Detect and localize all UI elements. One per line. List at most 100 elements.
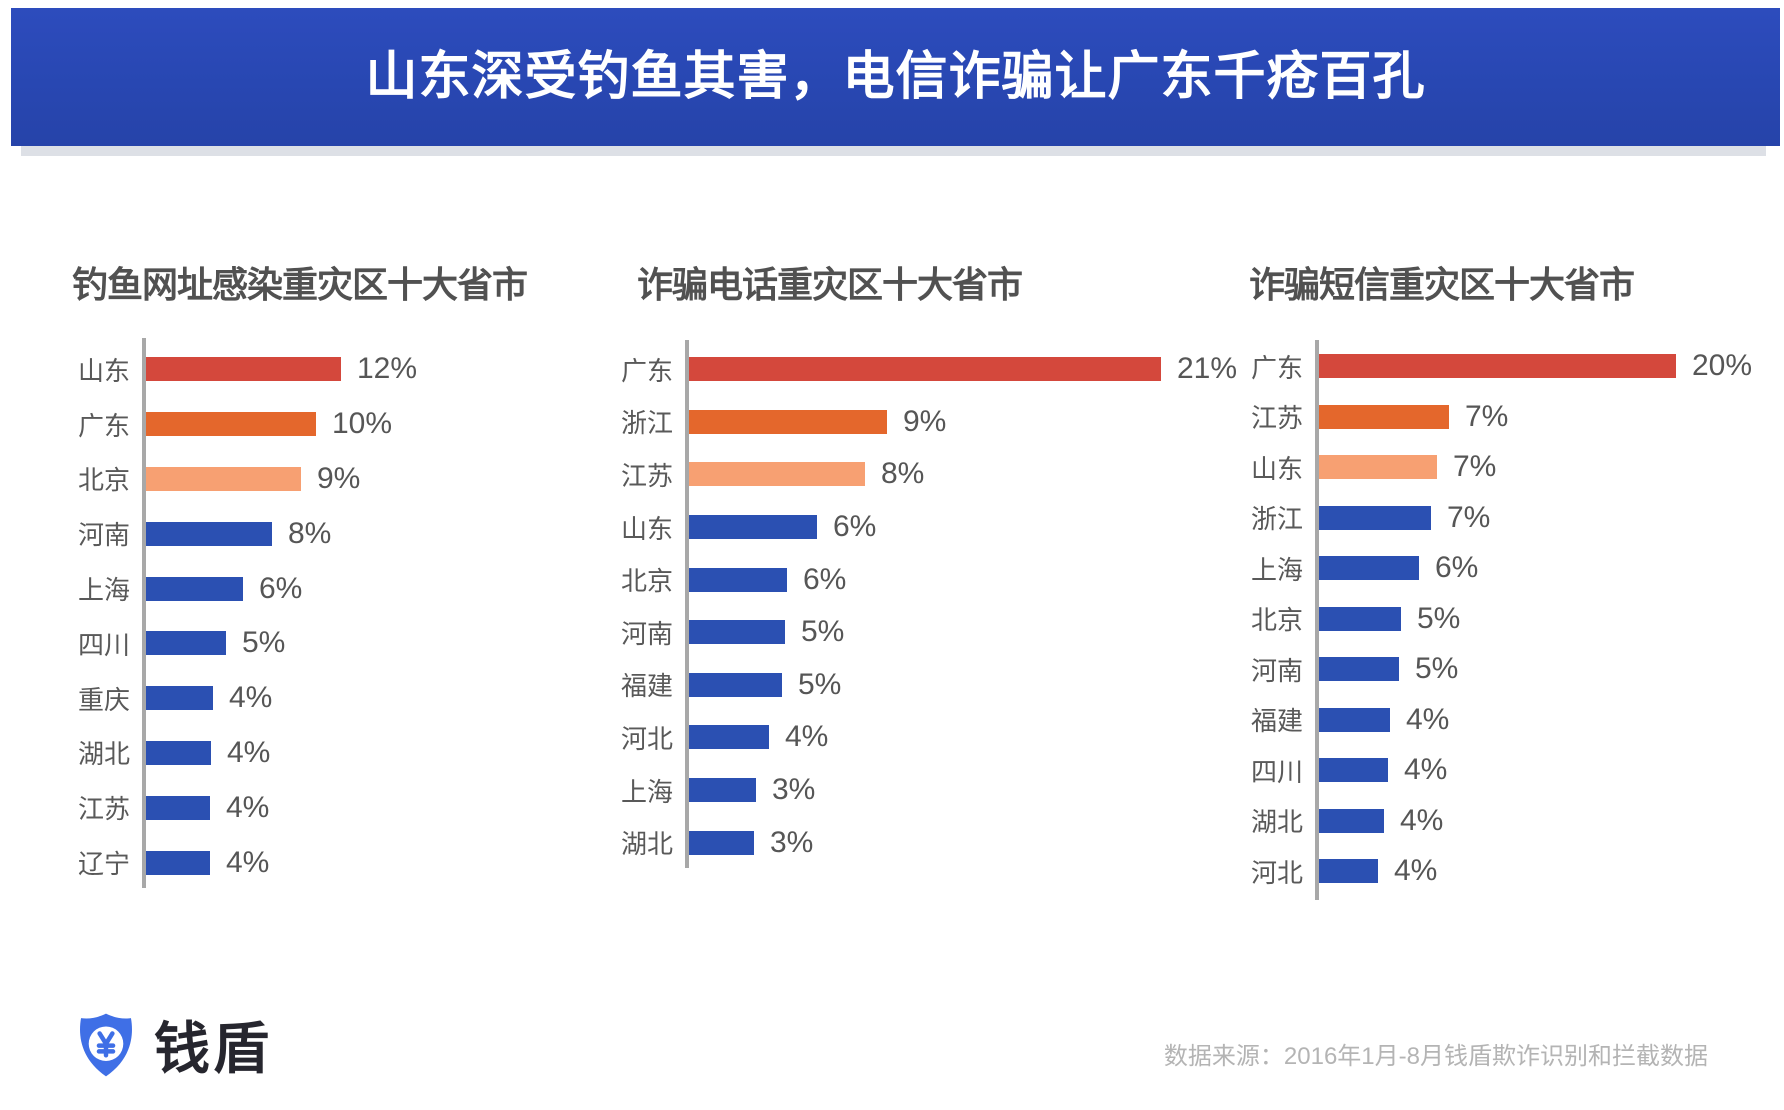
category-label: 上海 (77, 575, 130, 606)
bar-row: 河南 5% (603, 606, 1237, 659)
bar-row: 江苏 7% (1233, 392, 1752, 443)
category-label: 山东 (1250, 453, 1303, 484)
value-label: 6% (259, 571, 303, 605)
category-label: 上海 (1250, 554, 1303, 585)
value-label: 9% (903, 404, 947, 438)
bar (1319, 404, 1449, 429)
bar-row: 北京 5% (1233, 594, 1752, 645)
bar-row: 四川 5% (60, 616, 417, 671)
bar-row: 湖北 3% (603, 816, 1237, 869)
bar-row: 湖北 4% (1233, 796, 1752, 847)
chart-sms-bars: 广东 20% 江苏 7% 山东 7% 浙江 7% 上海 6% 北京 5% 河南 5% 福建 4%… (1233, 341, 1752, 897)
bar (146, 466, 301, 491)
bar (146, 795, 210, 820)
bar (1319, 758, 1388, 783)
bar (146, 686, 213, 711)
value-label: 7% (1447, 500, 1491, 534)
bar (689, 725, 769, 750)
category-label: 福建 (620, 671, 673, 702)
bar-row: 重庆 4% (60, 671, 417, 726)
bar (1319, 455, 1437, 480)
value-label: 12% (357, 352, 418, 386)
bar-row: 北京 9% (60, 452, 417, 507)
value-label: 7% (1465, 399, 1509, 433)
shield-yuan-icon (80, 1013, 132, 1076)
bar-row: 福建 5% (603, 659, 1237, 712)
bar (1319, 606, 1401, 631)
category-label: 河南 (620, 618, 673, 649)
value-label: 8% (881, 457, 925, 491)
bar-row: 广东 10% (60, 397, 417, 452)
bar (146, 631, 226, 656)
category-label: 浙江 (1250, 504, 1303, 535)
value-label: 7% (1453, 450, 1497, 484)
bar (689, 409, 887, 434)
bar (1319, 657, 1399, 682)
bar (689, 357, 1161, 382)
chart-sms-title: 诈骗短信重灾区十大省市 (1249, 264, 1635, 305)
bar-row: 河南 5% (1233, 644, 1752, 695)
category-label: 北京 (620, 566, 673, 597)
bar-row: 广东 20% (1233, 341, 1752, 392)
value-label: 20% (1692, 349, 1753, 383)
value-label: 4% (1400, 803, 1444, 837)
bar (1319, 808, 1384, 833)
chart-sms-axis (1315, 340, 1319, 900)
bar-row: 上海 6% (60, 561, 417, 616)
bar (689, 620, 785, 645)
value-label: 9% (317, 461, 361, 495)
value-label: 3% (770, 825, 814, 859)
value-label: 4% (1404, 753, 1448, 787)
category-label: 广东 (620, 355, 673, 386)
bar-row: 江苏 8% (603, 448, 1237, 501)
value-label: 6% (1435, 551, 1479, 585)
bar-row: 福建 4% (1233, 695, 1752, 746)
value-label: 5% (798, 667, 842, 701)
value-label: 6% (803, 562, 847, 596)
category-label: 四川 (77, 629, 130, 660)
chart-phone-bars: 广东 21% 浙江 9% 江苏 8% 山东 6% 北京 6% 河南 5% 福建 5% 河北 4%… (603, 343, 1237, 869)
category-label: 江苏 (620, 460, 673, 491)
data-source: 数据来源：2016年1月-8月钱盾欺诈识别和拦截数据 (1163, 1043, 1708, 1070)
bar (1319, 556, 1419, 581)
category-label: 重庆 (77, 684, 130, 715)
bar (146, 850, 210, 875)
value-label: 10% (332, 407, 393, 441)
category-label: 广东 (77, 410, 130, 441)
bar-row: 浙江 7% (1233, 493, 1752, 544)
value-label: 5% (801, 615, 845, 649)
category-label: 北京 (1250, 605, 1303, 636)
bar (1319, 859, 1378, 884)
bar-row: 北京 6% (603, 553, 1237, 606)
bar (689, 515, 817, 540)
category-label: 四川 (1250, 756, 1303, 787)
bar (146, 412, 316, 437)
bar (689, 672, 782, 697)
bar (1319, 505, 1431, 530)
bar-row: 河北 4% (603, 711, 1237, 764)
value-label: 4% (227, 735, 271, 769)
value-label: 4% (226, 845, 270, 879)
page-title: 山东深受钓鱼其害，电信诈骗让广东千疮百孔 (365, 48, 1426, 106)
value-label: 21% (1177, 352, 1238, 386)
category-label: 上海 (620, 776, 673, 807)
value-label: 4% (1406, 702, 1450, 736)
category-label: 河南 (77, 520, 130, 551)
value-label: 3% (772, 773, 816, 807)
category-label: 河北 (620, 723, 673, 754)
bar-row: 湖北 4% (60, 726, 417, 781)
bar-row: 河南 8% (60, 506, 417, 561)
bar-row: 山东 7% (1233, 442, 1752, 493)
bar (689, 778, 756, 803)
bar-row: 江苏 4% (60, 780, 417, 835)
bar-row: 四川 4% (1233, 745, 1752, 796)
bar (146, 576, 243, 601)
category-label: 河南 (1250, 655, 1303, 686)
category-label: 北京 (77, 465, 130, 496)
bar-row: 辽宁 4% (60, 835, 417, 890)
brand-name: 钱盾 (154, 1017, 272, 1080)
chart-phone-title: 诈骗电话重灾区十大省市 (637, 264, 1023, 305)
value-label: 4% (1394, 854, 1438, 888)
category-label: 浙江 (620, 408, 673, 439)
